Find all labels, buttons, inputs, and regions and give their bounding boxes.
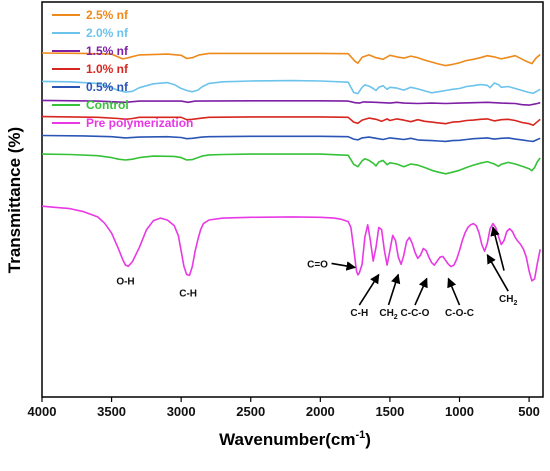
series-line-3	[41, 115, 541, 126]
series-line-2	[41, 99, 541, 106]
annotation-label: CH2	[379, 308, 397, 321]
x-tick-label: 500	[518, 404, 540, 419]
legend-label: Pre polymerization	[86, 116, 193, 130]
x-axis-title-close: )	[365, 430, 371, 449]
x-tick-label: 2500	[236, 404, 265, 419]
series-line-0	[41, 52, 541, 67]
annotation-subscript: 2	[513, 300, 517, 307]
series-line-6	[41, 205, 541, 282]
annotation-arrow	[486, 253, 509, 292]
annotation-label: C-H	[179, 288, 197, 299]
x-tick-label: 3500	[97, 404, 126, 419]
y-axis-title: Transmittance (%)	[5, 127, 24, 273]
series-line-5	[41, 153, 541, 175]
plot-frame	[41, 1, 544, 398]
series-line-4	[41, 134, 541, 143]
series-line-1	[41, 79, 541, 95]
annotation-label: C-H	[350, 308, 368, 319]
legend-label: 1.5% nf	[86, 44, 129, 58]
annotation-arrow	[331, 261, 357, 271]
annotation-label: C-C-O	[401, 308, 430, 319]
annotation-label: C-O-C	[445, 308, 474, 319]
x-axis-title: Wavenumber(cm-1)	[219, 429, 371, 449]
x-tick-label: 1500	[375, 404, 404, 419]
x-tick-label: 2000	[306, 404, 335, 419]
annotation-label: CH2	[499, 294, 517, 307]
legend-label: 2.5% nf	[86, 8, 129, 22]
annotation-arrow	[387, 273, 401, 306]
x-axis-title-main: Wavenumber(cm	[219, 430, 355, 449]
x-tick-label: 4000	[28, 404, 57, 419]
annotation-arrow	[490, 226, 505, 271]
legend: 2.5% nf 2.0% nf 1.5% nf 1.0% nf 0.5% nf Contr…	[52, 8, 193, 130]
annotation-label: C=O	[307, 259, 328, 270]
legend-label: 0.5% nf	[86, 80, 129, 94]
annotation-arrow	[447, 277, 461, 306]
annotation-layer: O-H C-H C=O C-H CH2 C-C-O C-O-C CH2	[116, 226, 517, 321]
x-axis-title-sup: -1	[355, 429, 365, 441]
annotation-arrow	[414, 277, 428, 306]
x-tick-label: 1000	[445, 404, 474, 419]
x-axis-ticks: 4000 3500 3000 2500 2000 1500 1000 500	[28, 397, 540, 419]
legend-label: 1.0% nf	[86, 62, 129, 76]
x-tick-label: 3000	[167, 404, 196, 419]
annotation-arrow	[358, 273, 380, 306]
annotation-label: O-H	[116, 276, 134, 287]
legend-label: 2.0% nf	[86, 26, 129, 40]
legend-label: Control	[86, 98, 129, 112]
series-layer	[41, 52, 541, 282]
annotation-subscript: 2	[394, 314, 398, 321]
